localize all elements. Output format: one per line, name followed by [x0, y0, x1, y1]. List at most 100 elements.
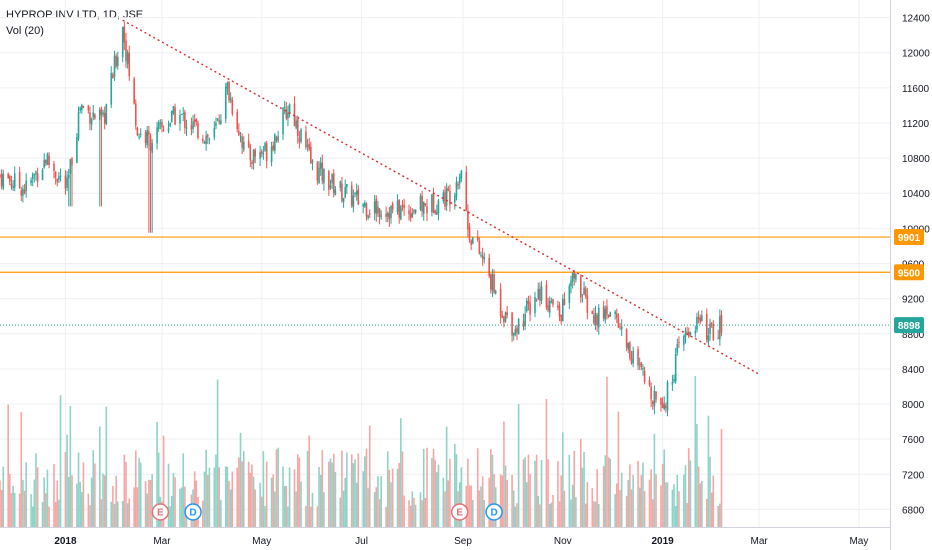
volume-bar [310, 506, 312, 527]
candle-body [277, 136, 279, 141]
volume-bar [264, 506, 266, 527]
earnings-marker-label: E [456, 508, 463, 519]
candle-body [504, 312, 507, 322]
candle-body [274, 134, 276, 151]
volume-bar [157, 452, 160, 527]
candle-body [396, 200, 399, 212]
candle-body [272, 145, 275, 150]
candle-body [540, 286, 543, 302]
candle-body [220, 120, 222, 125]
candle-body [0, 173, 3, 187]
candle-body [442, 192, 445, 202]
candle-body [687, 331, 690, 337]
candle-body [23, 189, 26, 194]
volume-bar [648, 479, 651, 527]
candle-body [226, 82, 229, 89]
candle-body [607, 314, 610, 317]
volume-bar [56, 480, 59, 527]
volume-bar [94, 463, 96, 527]
volume-bar [671, 489, 674, 527]
volume-bar [350, 454, 353, 527]
candle-body [92, 112, 95, 118]
candle-body [401, 205, 404, 207]
volume-bar [30, 494, 32, 527]
volume-bar [444, 491, 446, 527]
candle-body [43, 159, 45, 168]
candle-body [457, 184, 459, 186]
volume-bar [102, 473, 104, 527]
candle-body [79, 107, 81, 111]
volume-bar [687, 448, 690, 527]
candle-body [699, 317, 702, 323]
volume-bar [259, 482, 261, 527]
candle-body [570, 280, 572, 287]
volume-bar [385, 506, 387, 527]
candle-body [534, 297, 536, 313]
candle-body [251, 162, 253, 164]
candle-body [517, 318, 520, 335]
candle-body [367, 215, 369, 219]
volume-bar [308, 435, 311, 527]
volume-bar [434, 460, 436, 527]
candle-body [431, 194, 433, 213]
volume-bar [447, 480, 450, 527]
candle-body [696, 316, 698, 330]
trendline[interactable] [122, 19, 760, 375]
volume-bar [629, 464, 631, 527]
volume-bar [179, 488, 181, 527]
candle-body [671, 381, 674, 385]
candle-body [465, 172, 468, 211]
volume-bar [112, 485, 114, 527]
y-tick-label: 10800 [902, 154, 930, 165]
volume-bar [431, 458, 433, 527]
candle-body [218, 120, 221, 123]
candle-body [167, 128, 170, 132]
volume-bar [442, 477, 445, 527]
candle-body [414, 209, 417, 213]
candle-body [614, 311, 616, 314]
candle-body [36, 173, 39, 182]
volume-bar [172, 473, 175, 527]
volume-bar [22, 479, 24, 527]
candle-body [597, 307, 600, 328]
volume-bar [344, 477, 347, 527]
level-badge-label: 9500 [898, 268, 921, 279]
volume-bar [115, 475, 117, 527]
candle-body [77, 112, 80, 139]
volume-bar [454, 443, 456, 527]
volume-bar [36, 467, 39, 527]
candle-body [12, 186, 14, 189]
volume-bar [354, 459, 356, 527]
volume-bar [46, 469, 49, 527]
candle-body [444, 191, 446, 207]
candle-body [697, 316, 700, 320]
volume-bar [476, 448, 479, 527]
candle-body [529, 302, 531, 315]
candle-body [573, 271, 576, 279]
volume-bar [334, 472, 337, 527]
candle-body [105, 104, 108, 125]
candle-body [203, 141, 206, 144]
candle-body [293, 103, 296, 126]
y-tick-label: 6800 [902, 505, 925, 516]
volume-bar [146, 493, 149, 527]
volume-bar [239, 432, 242, 527]
volume-bar [609, 458, 612, 527]
candle-body [501, 315, 504, 318]
x-tick-label: 2018 [54, 536, 77, 547]
volume-bar [364, 456, 366, 527]
volume-bar [80, 491, 83, 527]
candle-body [103, 113, 106, 124]
horizontal-levels[interactable] [0, 236, 890, 326]
candle-body [619, 326, 621, 328]
candle-body [637, 349, 639, 366]
candle-body [424, 203, 427, 206]
candle-body [195, 119, 198, 122]
candle-body [185, 127, 188, 129]
volume-bar [584, 503, 587, 527]
volume-bar [41, 502, 44, 527]
candle-body [98, 109, 101, 120]
volume-bar [493, 474, 495, 527]
